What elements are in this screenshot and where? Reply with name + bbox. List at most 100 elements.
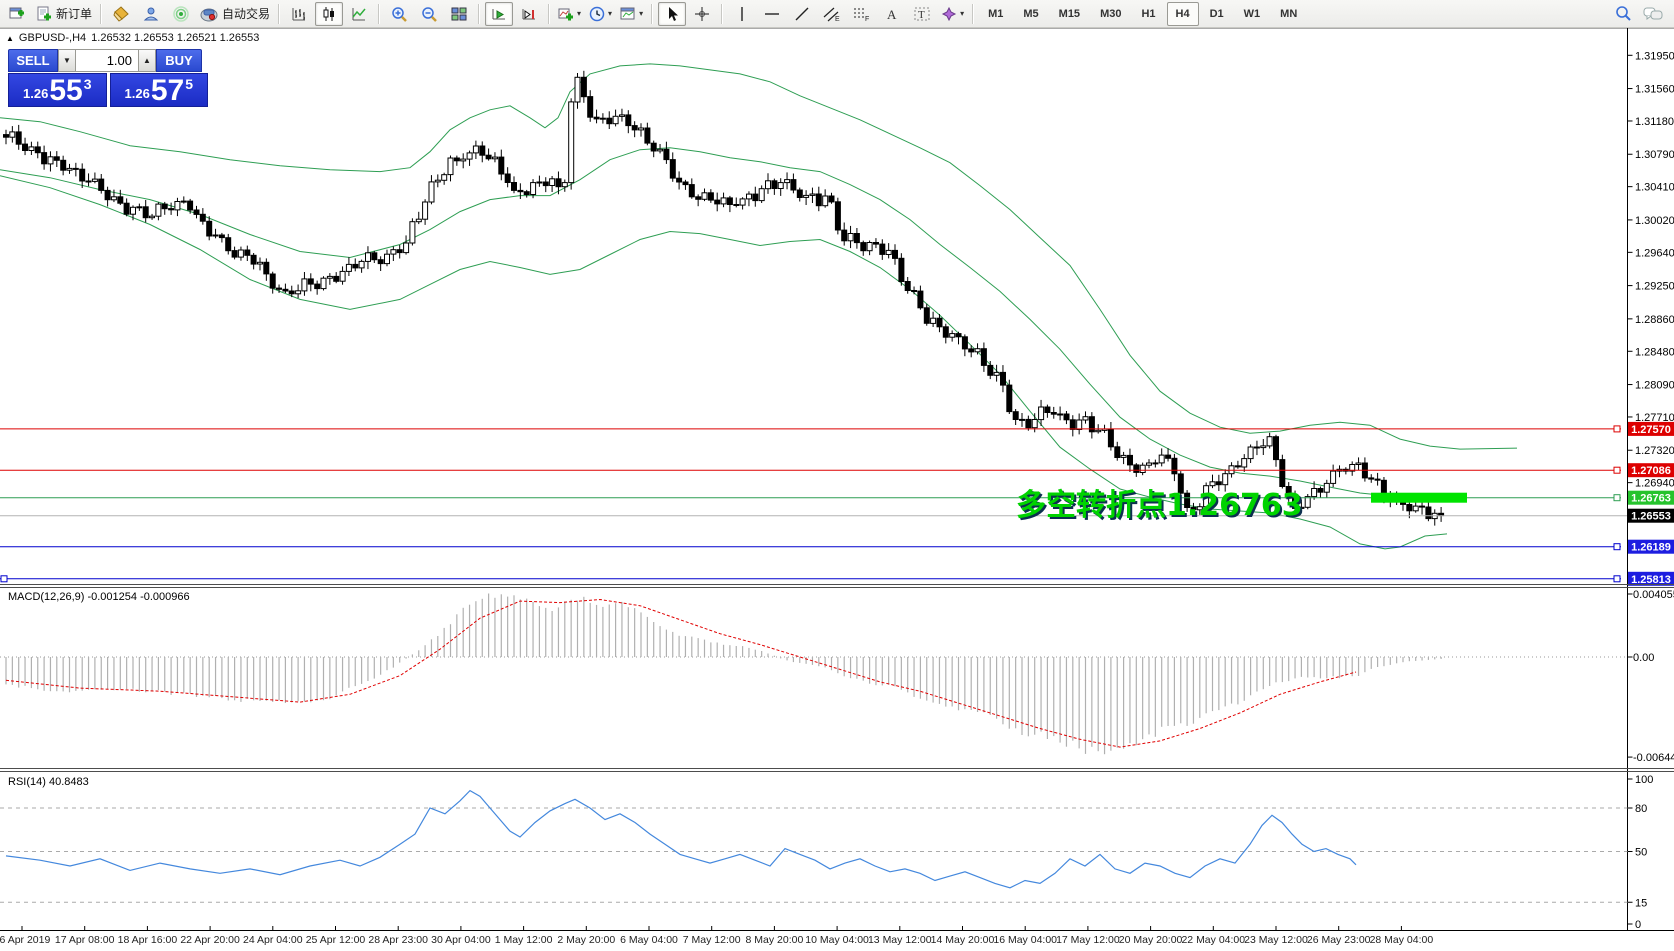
timeframe-button-mn[interactable]: MN [1280,7,1298,20]
candle-body [771,180,778,190]
chart-canvas[interactable]: 1.31950 1.31560 1.31180 1.30790 1.30410 1.300… [0,28,1674,951]
buy-price-button[interactable]: 1.26 57 5 [109,73,208,107]
timeframe-button-d1[interactable]: D1 [1209,7,1224,20]
zoom-in-icon[interactable] [385,2,413,26]
hline-marker[interactable] [1613,575,1621,583]
candle-body [993,371,1000,376]
candle-body [1234,465,1241,468]
candle-body [1241,458,1248,468]
candle-body [733,204,740,206]
candle-body [295,290,302,295]
date-label: 10 May 04:00 [805,934,869,946]
candle-body [752,193,759,202]
volume-increase-button[interactable]: ▲ [138,49,156,72]
bar-chart-icon[interactable] [285,2,313,26]
hline-marker[interactable] [1613,494,1621,502]
buy-button[interactable]: BUY [156,49,202,72]
rsi-label: RSI(14) 40.8483 [8,776,89,788]
hline-marker[interactable] [1613,466,1621,474]
candle-body [1215,481,1222,486]
candle-body [625,114,632,127]
price-tick-label: 1.30020 [1635,215,1674,227]
candle-body [3,134,9,138]
candle-body [580,76,587,98]
text-icon[interactable]: A [878,2,906,26]
candle-body [657,148,664,152]
search-icon[interactable] [1609,2,1637,26]
date-label: 24 Apr 04:00 [243,934,303,946]
chevron-down-icon: ▾ [577,9,582,18]
tile-windows-icon[interactable] [445,2,473,26]
chat-icon[interactable] [1639,2,1667,26]
profiles-icon[interactable] [137,2,165,26]
macd-signal-line [5,598,1357,748]
auto-scroll-icon[interactable] [485,1,514,26]
hline-marker[interactable] [1613,543,1621,551]
price-badge [1628,508,1674,523]
price-badge [1628,463,1674,478]
line-chart-icon[interactable] [345,2,373,26]
text-label-icon[interactable]: T [908,2,936,26]
candle-body [161,203,168,210]
timeframe-button-m1[interactable]: M1 [988,7,1004,20]
trendline-icon[interactable] [788,2,816,26]
equidistant-channel-icon[interactable]: E [818,2,846,26]
one-click-trading-panel: SELL ▼ 1.00 ▲ BUY 1.26 55 3 1.26 57 5 [8,49,208,107]
candle-body [1311,488,1318,498]
timeframe-button-h4[interactable]: H4 [1166,1,1199,26]
indicators-icon[interactable]: ▾ [555,2,584,26]
candle-body [1038,406,1045,421]
vertical-line-icon[interactable] [728,2,756,26]
sell-button[interactable]: SELL [8,49,58,72]
price-badge [1628,539,1674,554]
timeframe-button-w1[interactable]: W1 [1243,7,1261,20]
candle-body [536,181,543,184]
timeframe-button-m30[interactable]: M30 [1100,7,1122,20]
candle-body [41,152,48,165]
candle-body [333,275,340,282]
candle-body [1044,406,1051,413]
hline-marker[interactable] [0,575,8,583]
timeframe-button-m5[interactable]: M5 [1023,7,1039,20]
candle-body [409,221,416,244]
highlighter-icon[interactable] [107,2,135,26]
timeframe-button-h1[interactable]: H1 [1141,7,1156,20]
candle-body [650,142,657,152]
crosshair-icon[interactable] [688,2,716,26]
signals-icon[interactable] [167,2,195,26]
volume-input[interactable]: 1.00 [76,49,138,72]
candle-body [1177,473,1184,494]
periods-icon[interactable]: ▾ [586,2,615,26]
chart-annotation-text[interactable]: 多空转折点1.26763 [1016,488,1303,523]
candle-body [193,209,200,215]
arrows-icon[interactable]: ▾ [938,2,967,26]
candle-body [136,206,143,209]
new-order-button[interactable]: 新订单 [33,2,95,26]
date-label: 14 May 20:00 [931,934,995,946]
candlestick-chart-icon[interactable] [315,1,344,26]
autotrading-button[interactable]: 自动交易 [197,2,273,26]
timeframe-button-m15[interactable]: M15 [1058,7,1081,20]
hline-marker[interactable] [1613,425,1621,433]
hline-highlight-pivot-green[interactable] [1371,492,1467,503]
templates-icon[interactable]: ▾ [617,2,646,26]
sell-price-button[interactable]: 1.26 55 3 [8,73,107,107]
cursor-icon[interactable] [658,1,687,26]
candle-body [587,96,594,118]
candle-body [790,179,797,191]
horizontal-line-icon[interactable] [758,2,786,26]
macd-tick-label: 0.00 [1633,652,1654,664]
new-chart-button[interactable] [3,2,31,26]
candle-body [1184,492,1191,509]
price-badge-label: 1.25813 [1631,574,1671,586]
candle-body [466,152,473,160]
volume-decrease-button[interactable]: ▼ [58,49,76,72]
candle-body [1025,418,1032,429]
zoom-out-icon[interactable] [415,2,443,26]
fibonacci-icon[interactable]: F [848,2,876,26]
candle-body [1253,446,1260,449]
collapse-arrow-icon[interactable]: ▲ [6,33,14,43]
toolbar-separator [278,3,281,24]
chart-shift-icon[interactable] [515,2,543,26]
date-label: 17 Apr 08:00 [55,934,115,946]
